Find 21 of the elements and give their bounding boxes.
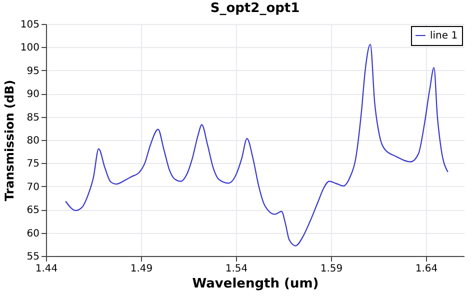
y-tick-label: 90: [26, 89, 40, 100]
y-tick-label: 75: [26, 158, 40, 170]
x-tick-label: 1.54: [225, 264, 248, 274]
y-tick-label: 105: [20, 20, 40, 30]
y-axis-title: Transmission (dB): [2, 80, 16, 202]
y-tick-label: 95: [26, 66, 40, 77]
y-tick-label: 80: [26, 136, 40, 146]
x-tick-label: 1.64: [415, 264, 438, 274]
y-tick-label: 65: [26, 205, 40, 216]
legend-label: line 1: [430, 30, 458, 42]
chart-title: S_opt2_opt1: [210, 1, 300, 16]
y-tick-label: 100: [20, 42, 40, 54]
y-tick-label: 85: [26, 112, 40, 124]
y-tick-label: 70: [26, 182, 40, 193]
line-series: [65, 44, 448, 246]
x-tick-label: 1.59: [320, 264, 343, 274]
x-tick-label: 1.49: [130, 264, 153, 274]
x-axis-title: Wavelength (um): [192, 276, 319, 292]
x-tick-label: 1.44: [35, 264, 58, 274]
y-tick-label: 55: [26, 252, 40, 262]
y-tick-label: 60: [26, 228, 40, 240]
